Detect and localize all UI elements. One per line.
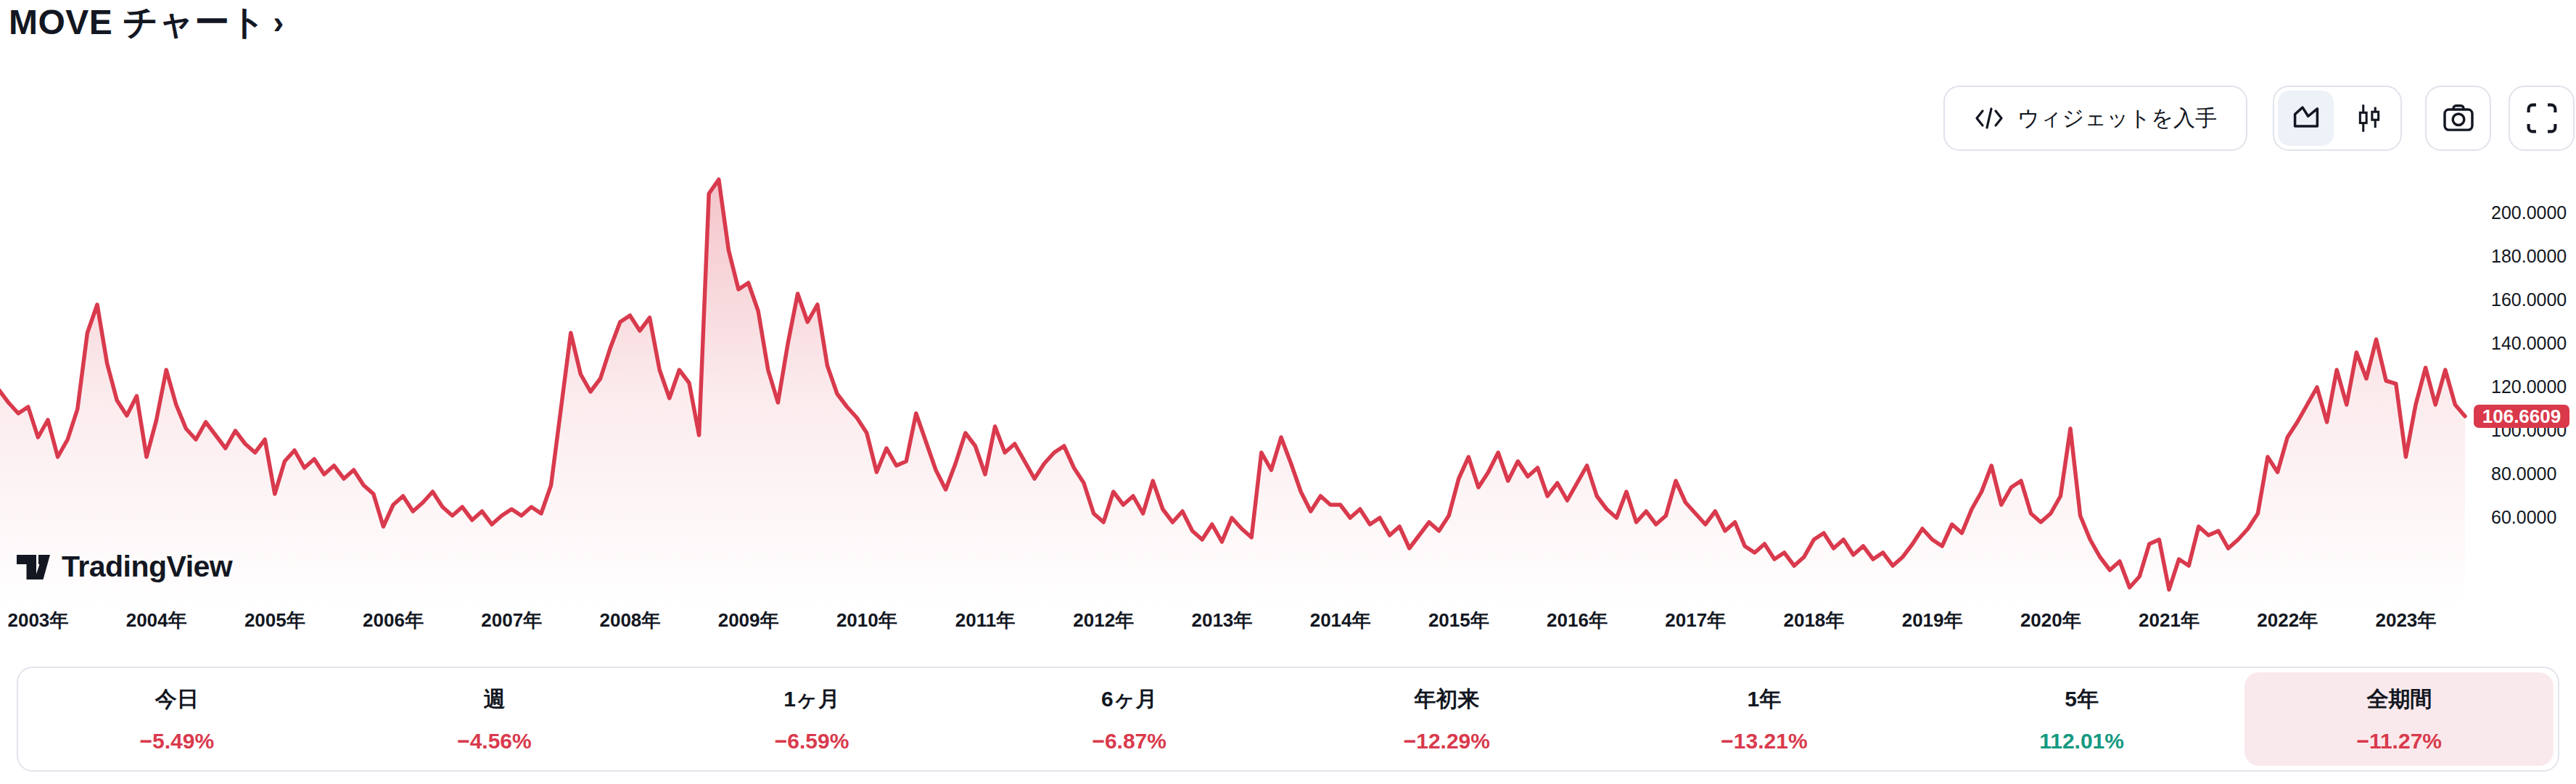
period-change-value: −11.27% <box>2356 729 2442 754</box>
period-cell-5年[interactable]: 5年 112.01% <box>1923 668 2241 770</box>
period-label: 年初来 <box>1414 685 1479 714</box>
period-change-value: −4.56% <box>457 729 532 754</box>
x-axis-year-label: 2017年 <box>1665 609 1726 631</box>
period-cell-1年[interactable]: 1年 −13.21% <box>1605 668 1923 770</box>
period-cell-年初来[interactable]: 年初来 −12.29% <box>1288 668 1606 770</box>
period-cell-今日[interactable]: 今日 −5.49% <box>18 668 336 770</box>
period-stats-bar: 今日 −5.49% 週 −4.56% 1ヶ月 −6.59% 6ヶ月 −6.87% 年初来 −12.… <box>17 667 2559 772</box>
x-axis-year-label: 2023年 <box>2375 609 2436 631</box>
x-axis-year-label: 2009年 <box>718 609 779 631</box>
x-axis-year-label: 2019年 <box>1902 609 1963 631</box>
x-axis-year-label: 2003年 <box>7 609 68 631</box>
period-cell-週[interactable]: 週 −4.56% <box>336 668 654 770</box>
period-change-value: −6.59% <box>775 729 849 754</box>
x-axis-year-label: 2005年 <box>244 609 305 631</box>
x-axis-year-label: 2013年 <box>1191 609 1252 631</box>
tradingview-attribution[interactable]: TradingView <box>17 550 232 584</box>
period-cell-全期間[interactable]: 全期間 −11.27% <box>2240 668 2558 770</box>
period-label: 1年 <box>1748 685 1782 714</box>
x-axis-year-label: 2015年 <box>1428 609 1489 631</box>
x-axis-year-label: 2021年 <box>2139 609 2200 631</box>
current-price-text: 106.6609 <box>2482 405 2561 427</box>
period-change-value: −5.49% <box>140 729 215 754</box>
x-axis-year-label: 2004年 <box>126 609 187 631</box>
x-axis-year-label: 2018年 <box>1783 609 1844 631</box>
period-change-value: 112.01% <box>2039 729 2124 754</box>
y-axis-price-label: 60.0000 <box>2491 507 2556 527</box>
y-axis-price-label: 180.0000 <box>2491 246 2567 266</box>
x-axis-year-label: 2007年 <box>481 609 542 631</box>
period-label: 1ヶ月 <box>783 685 839 714</box>
period-label: 週 <box>483 685 505 714</box>
x-axis-year-label: 2012年 <box>1073 609 1134 631</box>
x-axis-year-label: 2016年 <box>1547 609 1608 631</box>
x-axis-year-label: 2022年 <box>2257 609 2318 631</box>
x-axis-year-label: 2006年 <box>363 609 424 631</box>
move-chart-widget: MOVE チャート › ウィジェットを入手 <box>0 0 2576 784</box>
period-change-value: −13.21% <box>1721 729 1807 754</box>
x-axis-year-label: 2014年 <box>1310 609 1371 631</box>
x-axis-year-label: 2008年 <box>599 609 660 631</box>
y-axis-price-label: 200.0000 <box>2491 202 2567 223</box>
period-label: 今日 <box>155 685 199 714</box>
y-axis-price-label: 160.0000 <box>2491 289 2567 310</box>
x-axis-year-label: 2010年 <box>836 609 897 631</box>
tradingview-logo-icon <box>17 555 51 579</box>
period-label: 6ヶ月 <box>1101 685 1157 714</box>
y-axis-price-label: 140.0000 <box>2491 333 2567 353</box>
period-change-value: −12.29% <box>1404 729 1490 754</box>
period-change-value: −6.87% <box>1092 729 1166 754</box>
period-label: 5年 <box>2065 685 2099 714</box>
x-axis-year-label: 2020年 <box>2020 609 2081 631</box>
tradingview-logo-text: TradingView <box>62 550 232 584</box>
period-label: 全期間 <box>2366 685 2432 714</box>
y-axis-price-label: 80.0000 <box>2491 463 2556 484</box>
period-cell-1ヶ月[interactable]: 1ヶ月 −6.59% <box>653 668 971 770</box>
period-cell-6ヶ月[interactable]: 6ヶ月 −6.87% <box>971 668 1288 770</box>
x-axis-year-label: 2011年 <box>955 609 1015 631</box>
y-axis-price-label: 120.0000 <box>2491 376 2567 397</box>
